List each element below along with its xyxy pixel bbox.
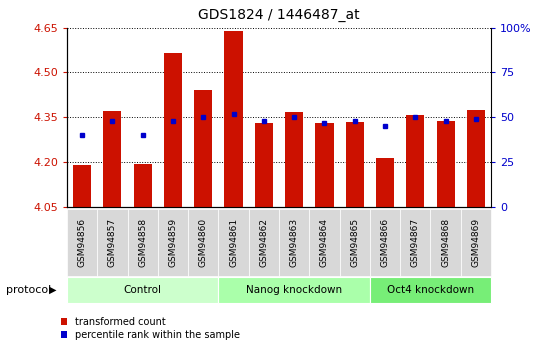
Text: protocol: protocol <box>6 285 51 295</box>
Bar <box>133 164 152 207</box>
Bar <box>285 112 303 207</box>
Text: GSM94865: GSM94865 <box>350 218 359 267</box>
Bar <box>467 110 485 207</box>
Text: GSM94869: GSM94869 <box>472 218 480 267</box>
Text: GSM94856: GSM94856 <box>78 218 86 267</box>
Text: Oct4 knockdown: Oct4 knockdown <box>387 285 474 295</box>
Text: GSM94864: GSM94864 <box>320 218 329 267</box>
Bar <box>224 31 243 207</box>
Text: GSM94860: GSM94860 <box>199 218 208 267</box>
Bar <box>103 111 122 207</box>
Text: GSM94857: GSM94857 <box>108 218 117 267</box>
Text: GSM94861: GSM94861 <box>229 218 238 267</box>
Text: Nanog knockdown: Nanog knockdown <box>246 285 342 295</box>
Bar <box>315 123 334 207</box>
Text: GSM94866: GSM94866 <box>381 218 389 267</box>
Text: ▶: ▶ <box>49 285 56 295</box>
Legend: transformed count, percentile rank within the sample: transformed count, percentile rank withi… <box>61 317 240 340</box>
Title: GDS1824 / 1446487_at: GDS1824 / 1446487_at <box>198 8 360 22</box>
Text: GSM94862: GSM94862 <box>259 218 268 267</box>
Bar <box>194 90 213 207</box>
Bar <box>376 158 394 207</box>
Text: GSM94859: GSM94859 <box>169 218 177 267</box>
Bar <box>73 165 91 207</box>
Bar <box>406 115 425 207</box>
Text: Control: Control <box>124 285 162 295</box>
Bar <box>164 53 182 207</box>
Bar <box>255 123 273 207</box>
Bar <box>345 122 364 207</box>
Bar <box>436 121 455 207</box>
Text: GSM94867: GSM94867 <box>411 218 420 267</box>
Text: GSM94863: GSM94863 <box>290 218 299 267</box>
Text: GSM94868: GSM94868 <box>441 218 450 267</box>
Text: GSM94858: GSM94858 <box>138 218 147 267</box>
